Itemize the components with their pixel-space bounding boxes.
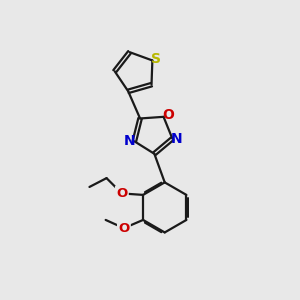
Text: O: O [118, 222, 130, 235]
Text: N: N [124, 134, 136, 148]
Text: S: S [151, 52, 161, 66]
Text: O: O [116, 187, 128, 200]
Text: O: O [162, 108, 174, 122]
Text: N: N [171, 132, 183, 145]
